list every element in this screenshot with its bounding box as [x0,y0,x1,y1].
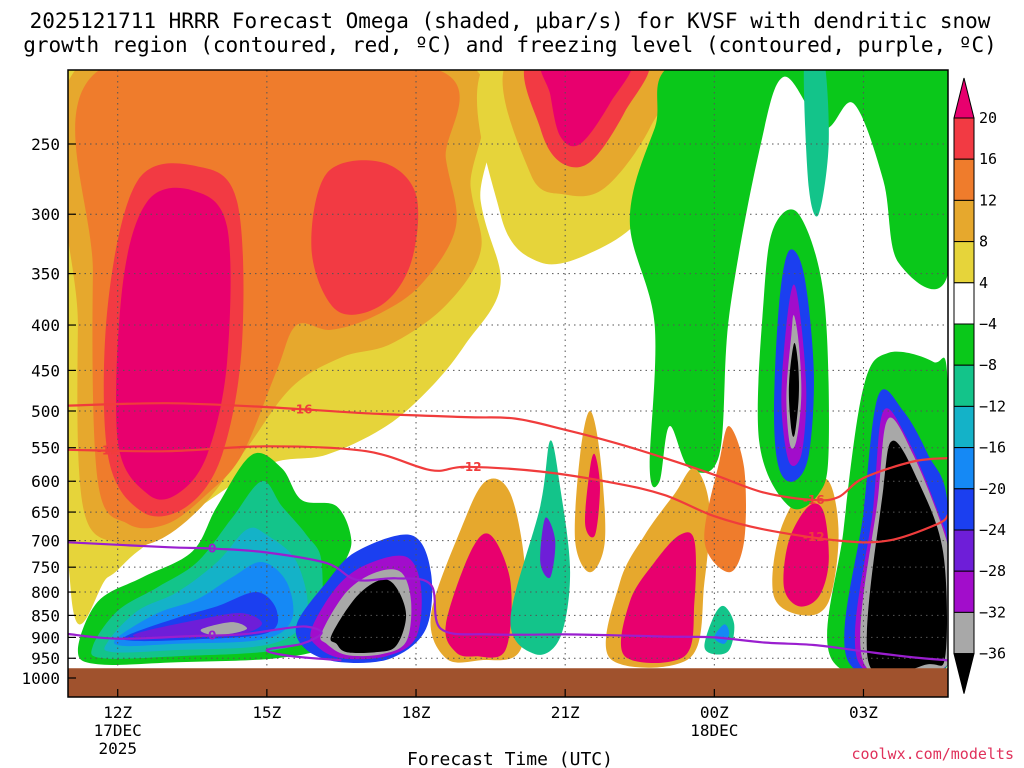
colorbar-label: −28 [979,562,1006,580]
colorbar-segment [953,117,975,160]
omega-region-m8 [803,70,829,217]
colorbar-segment [953,653,975,694]
colorbar-segment [953,364,975,407]
y-tick-label: 450 [31,361,60,380]
colorbar-segment [953,488,975,531]
isotherm-red-line [68,445,948,544]
y-tick-label: 850 [31,606,60,625]
isotherm-red-line [68,402,948,502]
omega-region-20 [445,533,512,658]
colorbar-label: −16 [979,439,1006,457]
y-tick-label: 650 [31,503,60,522]
y-tick-label: 800 [31,583,60,602]
y-tick-label: 950 [31,649,60,668]
freezing-level-label: 0 [208,628,216,642]
colorbar-segment [953,158,975,201]
y-tick-label: 250 [31,135,60,154]
colorbar-segment [953,77,975,119]
omega-shading [68,70,948,690]
omega-region-20 [584,453,600,538]
colorbar-segment [953,529,975,572]
credit-text: coolwx.com/modelts [851,745,1014,763]
colorbar-label: 4 [979,274,988,292]
colorbar-label: −20 [979,480,1006,498]
x-tick-label: 12Z [103,703,132,722]
omega-region-20 [540,70,632,147]
colorbar-legend: 20 16 12 8 4 −4 −8 −12 −16 −20 −24 −28 −32 −36 [953,77,1006,694]
y-tick-label: 750 [31,558,60,577]
colorbar-label: −32 [979,603,1006,621]
colorbar-segment [953,611,975,655]
omega-region-m36 [788,343,799,437]
chart-title-line2: growth region (contoured, red, ºC) and f… [23,33,997,57]
x-tick-label: 18Z [402,703,431,722]
isotherm-red-label: -12 [460,460,482,474]
colorbar-segment [953,282,975,325]
colorbar-label: −12 [979,397,1006,415]
colorbar-segment [953,241,975,284]
x-tick-label: 03Z [849,703,878,722]
y-tick-label: 500 [31,402,60,421]
colorbar-segment [953,570,975,613]
y-tick-label: 400 [31,316,60,335]
omega-region-20 [116,187,231,500]
plot-area: -16 -12 -12 -16 -12 0 0 [68,70,948,697]
omega-region-m36 [866,440,948,677]
chart-title-line1: 2025121711 HRRR Forecast Omega (shaded, … [30,9,991,33]
colorbar-segment [953,323,975,366]
y-tick-label: 550 [31,439,60,458]
colorbar-label: −24 [979,521,1006,539]
colorbar-label: 8 [979,233,988,251]
contour-lines: -16 -12 -12 -16 -12 0 0 [68,402,948,662]
y-tick-label: 350 [31,265,60,284]
freezing-level-line [68,625,342,662]
y-axis: 250 300 350 400 450 500 550 600 650 700 750 800 850 9… [21,135,76,688]
omega-region-m24 [540,517,556,579]
x-tick-label: 15Z [252,703,281,722]
x-tick-date-label: 18DEC [690,721,738,740]
omega-region-m8 [510,440,571,655]
x-tick-date-label: 17DEC [94,721,142,740]
omega-region-20 [620,532,696,664]
isotherm-red-label: -16 [291,402,313,416]
x-tick-label: 00Z [700,703,729,722]
freezing-level-label: 0 [208,542,216,556]
colorbar-label: 12 [979,191,997,209]
colorbar-segment [953,405,975,449]
y-tick-label: 300 [31,205,60,224]
isotherm-red-label: -12 [97,443,119,457]
omega-region-16 [311,160,419,315]
freezing-level-line [68,541,948,662]
plot-frame [67,69,949,698]
colorbar-label: −8 [979,356,997,374]
colorbar-label: −4 [979,315,997,333]
colorbar-label: −36 [979,645,1006,663]
y-tick-label: 600 [31,472,60,491]
omega-region-20 [783,503,829,607]
x-axis-title: Forecast Time (UTC) [407,749,613,768]
omega-region-m32 [200,622,248,635]
x-tick-year-label: 2025 [98,739,137,758]
colorbar-segment [953,199,975,243]
y-tick-label: 700 [31,532,60,551]
colorbar-segment [953,447,975,490]
isotherm-red-label: -12 [803,530,825,544]
terrain-fill [68,668,948,697]
isotherm-red-label: -16 [803,493,825,507]
colorbar-label: 16 [979,150,997,168]
y-tick-label: 1000 [21,669,60,688]
colorbar-label: 20 [979,109,997,127]
y-tick-label: 900 [31,628,60,647]
omega-region-m36 [330,579,407,654]
omega-region-12 [704,426,746,573]
x-tick-label: 21Z [551,703,580,722]
omega-region-m4 [629,70,948,488]
